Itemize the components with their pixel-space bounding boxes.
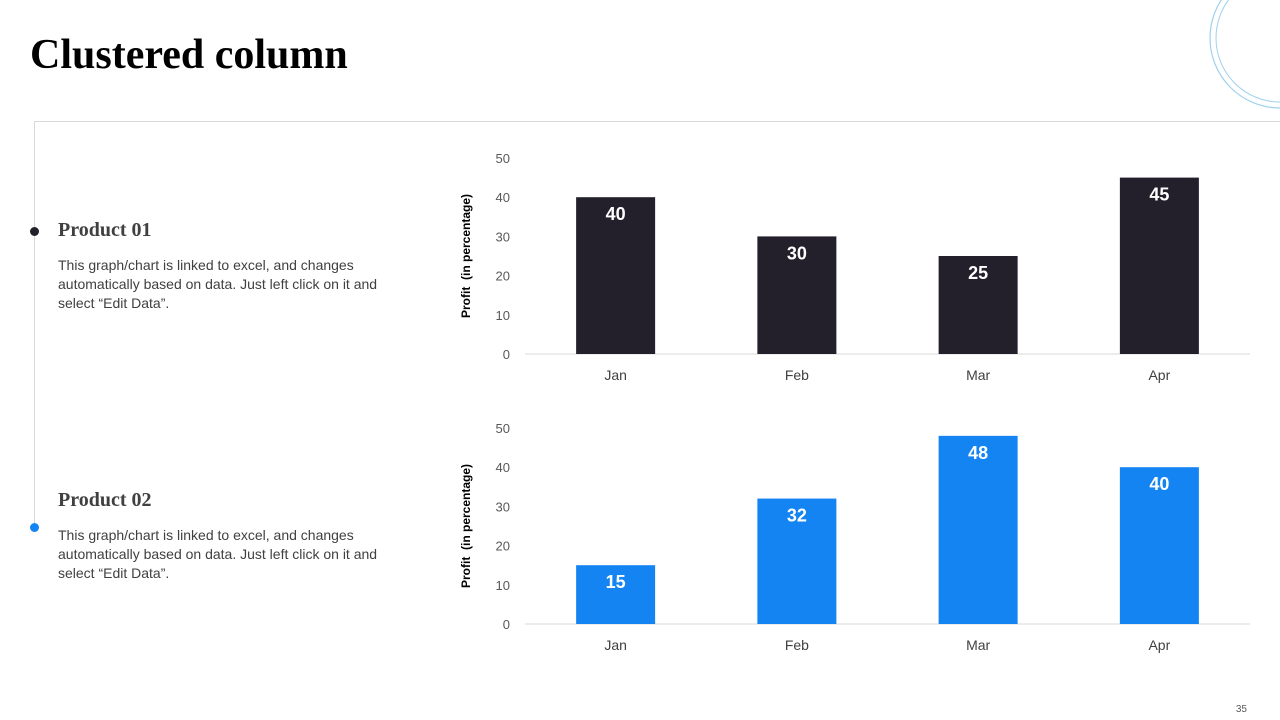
chart-1-y-tick-label: 50	[496, 151, 510, 166]
product-02-chart: Profit (in percentage) 0 10 20 30 40 50 15 Jan 32…	[459, 421, 1250, 653]
chart-1-y-axis-title: Profit (in percentage)	[459, 194, 473, 318]
chart-2-data-label: 40	[1149, 474, 1169, 494]
product-02-bullet	[30, 523, 39, 532]
chart-1-bar-apr	[1119, 177, 1199, 354]
chart-1-data-label: 45	[1149, 185, 1169, 205]
chart-2-x-tick-label: Mar	[966, 637, 990, 653]
page-number: 35	[1235, 704, 1247, 715]
deco-circle-inner	[1215, 0, 1280, 103]
product-01-bullet	[30, 227, 39, 236]
chart-2-bar-jan	[576, 565, 656, 624]
slide-title: Clustered column	[30, 32, 348, 78]
chart-1-bar-jan	[576, 197, 656, 354]
chart-1-x-tick-label: Mar	[966, 367, 990, 383]
chart-1-y-tick-label: 20	[496, 269, 510, 284]
chart-2-y-tick-label: 30	[496, 499, 510, 514]
chart-1-y-tick-label: 40	[496, 190, 510, 205]
chart-2-data-label: 48	[968, 443, 988, 463]
chart-2-x-tick-label: Jan	[604, 637, 627, 653]
chart-1-y-tick-label: 10	[496, 308, 510, 323]
product-01-chart: Profit (in percentage) 0 10 20 30 40 50 40 Jan 30…	[459, 151, 1250, 383]
product-01-title: Product 01	[58, 219, 152, 241]
chart-1-data-label: 30	[787, 243, 807, 263]
chart-2-y-axis-title: Profit (in percentage)	[459, 464, 473, 588]
chart-2-x-tick-label: Apr	[1148, 637, 1170, 653]
chart-2-y-tick-label: 40	[496, 460, 510, 475]
chart-2-y-tick-label: 0	[503, 617, 510, 632]
chart-1-y-tick-label: 0	[503, 347, 510, 362]
chart-1-y-tick-label: 30	[496, 229, 510, 244]
chart-2-y-tick-label: 50	[496, 421, 510, 436]
frame-left-line	[34, 121, 35, 531]
chart-2-x-tick-label: Feb	[785, 637, 809, 653]
chart-2-bar-feb	[757, 498, 837, 624]
deco-circle-outer	[1209, 0, 1280, 109]
chart-1-x-tick-label: Feb	[785, 367, 809, 383]
chart-1-x-tick-label: Jan	[604, 367, 627, 383]
chart-2-bar-mar	[938, 435, 1018, 624]
chart-1-bar-feb	[757, 236, 837, 354]
chart-2-y-tick-label: 20	[496, 539, 510, 554]
chart-1-bar-mar	[938, 256, 1018, 354]
chart-1-data-label: 40	[606, 204, 626, 224]
product-02-title: Product 02	[58, 489, 152, 511]
chart-1-x-tick-label: Apr	[1148, 367, 1170, 383]
chart-2-bar-apr	[1119, 467, 1199, 624]
frame-top-line	[34, 121, 1280, 122]
decorative-circles	[1209, 0, 1280, 109]
chart-2-y-tick-label: 10	[496, 578, 510, 593]
product-02-description: This graph/chart is linked to excel, and…	[58, 527, 378, 581]
product-01-description: This graph/chart is linked to excel, and…	[58, 257, 378, 311]
chart-2-data-label: 32	[787, 506, 807, 526]
chart-1-data-label: 25	[968, 263, 988, 283]
chart-2-data-label: 15	[606, 572, 626, 592]
